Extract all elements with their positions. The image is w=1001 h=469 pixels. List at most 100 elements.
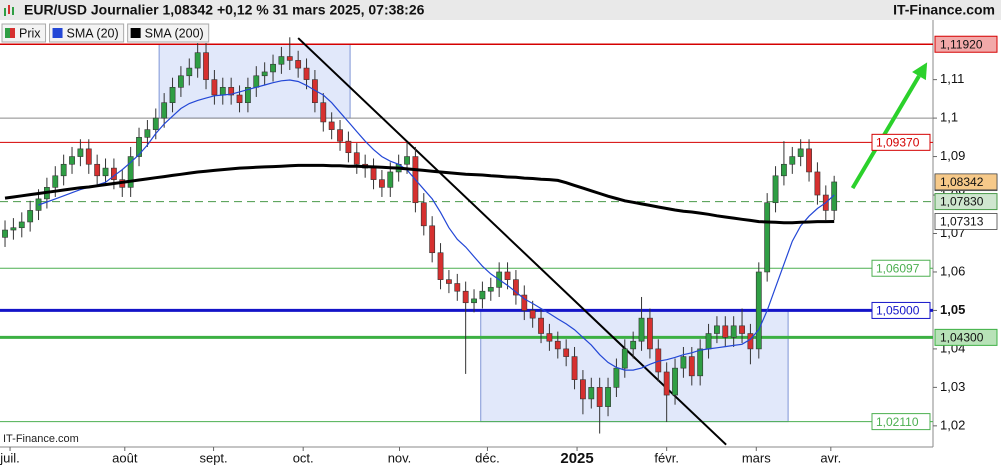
- chart-title: EUR/USD Journalier 1,08342 +0,12 % 31 ma…: [24, 2, 425, 18]
- level-label: 1,07830: [940, 195, 984, 209]
- candle-body: [546, 333, 553, 342]
- candle-body: [203, 52, 209, 80]
- y-tick-label: 1,1: [940, 110, 958, 125]
- candle-body: [270, 63, 276, 73]
- candle-body: [379, 179, 385, 188]
- candle-body: [462, 290, 469, 304]
- legend-swatch: [5, 28, 10, 38]
- legend-box: [127, 23, 210, 43]
- candle-body: [580, 379, 586, 400]
- x-tick-label: 2025: [560, 450, 593, 467]
- price-label-box: [934, 173, 998, 191]
- candle-body: [10, 227, 17, 231]
- candle-body: [345, 140, 352, 154]
- candle-body: [739, 325, 745, 334]
- legend-label: SMA (20): [67, 26, 119, 40]
- level-label-box: [934, 193, 998, 211]
- candle-body: [136, 137, 142, 157]
- candle-body: [353, 152, 360, 165]
- sma-line: [4, 163, 835, 225]
- candle-body: [571, 356, 578, 380]
- candle-body: [27, 210, 34, 223]
- level-label-box: [871, 413, 931, 431]
- candle-body: [320, 102, 327, 123]
- level-label: 1,11920: [940, 37, 983, 51]
- candle-body: [831, 181, 838, 211]
- candle-body: [814, 171, 821, 196]
- candle-body: [705, 333, 712, 350]
- legend-label: SMA (200): [145, 26, 204, 40]
- y-tick-label: 1,02: [940, 417, 965, 432]
- candle-body: [52, 175, 59, 188]
- candle-body: [446, 279, 452, 284]
- sma-line: [38, 79, 835, 371]
- candle-body: [144, 129, 151, 138]
- candle-body: [152, 117, 159, 130]
- candle-body: [245, 87, 251, 104]
- x-tick-label: oct.: [293, 450, 314, 465]
- arrow-shaft: [850, 75, 921, 190]
- candle-body: [178, 75, 184, 88]
- candle-body: [688, 356, 695, 377]
- level-label: 1,09370: [876, 136, 920, 150]
- level-label-box: [871, 259, 931, 277]
- arrow-head: [912, 62, 928, 81]
- candle-body: [513, 279, 519, 296]
- candle-body: [613, 367, 620, 388]
- candle-body: [554, 340, 561, 350]
- candle-body: [663, 371, 670, 396]
- candle-body: [295, 60, 302, 69]
- level-label-box: [871, 301, 931, 319]
- candle-body: [479, 290, 486, 300]
- candle-body: [194, 52, 201, 69]
- price-label: 1,08342: [940, 175, 984, 189]
- candle-body: [236, 94, 243, 104]
- y-tick-label: 1,09: [940, 148, 965, 163]
- candle-body: [454, 283, 461, 292]
- candle-body: [60, 163, 67, 177]
- legend-swatch: [10, 28, 15, 38]
- candle-body: [471, 298, 477, 304]
- price-label-box: [934, 213, 998, 230]
- candle-body: [429, 225, 436, 254]
- candle-body: [621, 348, 628, 369]
- y-tick-label: 1,05: [940, 302, 965, 317]
- zone: [480, 309, 789, 423]
- level-label: 1,05000: [876, 304, 920, 318]
- candle-body: [647, 317, 653, 350]
- candle-body: [806, 148, 812, 173]
- candle-body: [772, 175, 779, 204]
- x-tick-label: nov.: [388, 450, 412, 465]
- candle-body: [18, 221, 25, 229]
- candle-body: [69, 156, 75, 165]
- trendline: [297, 37, 727, 446]
- candle-body: [672, 367, 678, 396]
- legend-swatch: [52, 28, 63, 38]
- candle-body: [328, 121, 335, 130]
- candle-body: [437, 252, 444, 280]
- candle-body: [538, 317, 544, 334]
- candle-body: [127, 156, 134, 188]
- y-tick-label: 1,03: [940, 379, 965, 394]
- candle-body: [789, 156, 796, 165]
- candle-body: [169, 87, 176, 104]
- candle-body: [2, 229, 8, 238]
- candle-body: [605, 387, 611, 407]
- price-label: 1,07313: [940, 215, 984, 229]
- x-tick-label: août: [112, 450, 138, 465]
- source: IT-Finance.com: [893, 2, 995, 18]
- candle-body: [563, 348, 570, 357]
- candle-body: [588, 387, 595, 400]
- candle-body: [161, 102, 168, 119]
- level-label-box: [871, 133, 931, 151]
- y-tick-label: 1,06: [940, 263, 965, 278]
- x-tick-label: avr.: [820, 450, 841, 465]
- candle-body: [797, 148, 804, 157]
- legend-label: Prix: [19, 26, 41, 40]
- candle-body: [219, 87, 226, 96]
- candle-body: [85, 148, 92, 165]
- x-tick-label: sept.: [199, 450, 227, 465]
- candle-body: [370, 167, 377, 180]
- candle-body: [714, 325, 720, 334]
